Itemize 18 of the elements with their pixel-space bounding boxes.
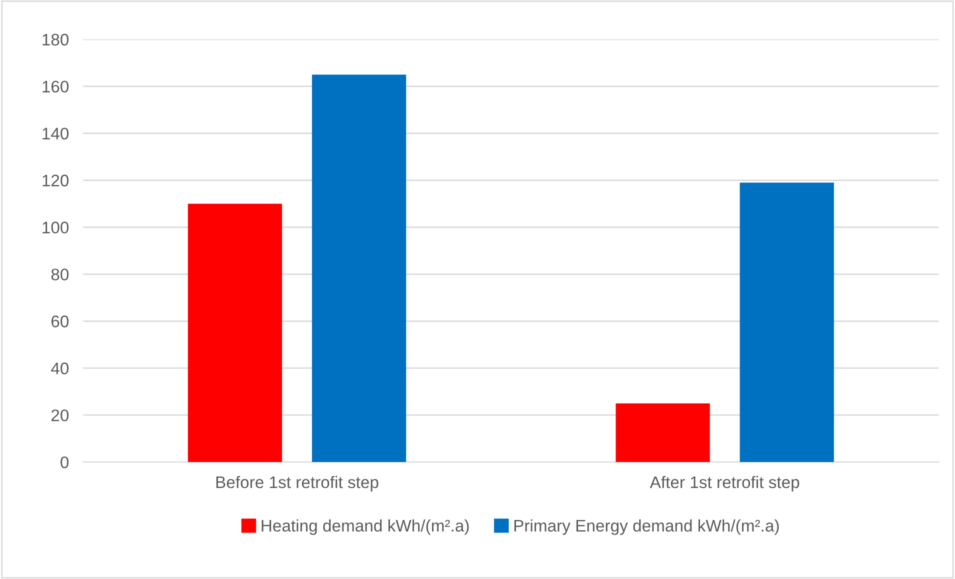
y-tick-label: 60 <box>52 316 69 328</box>
y-tick-label: 140 <box>42 128 69 140</box>
y-tick-label: 180 <box>42 34 69 46</box>
y-tick-label: 100 <box>42 222 69 234</box>
y-tick-label: 160 <box>42 80 69 93</box>
y-tick-label: 80 <box>51 268 69 280</box>
legend-label: Heating demand kWh/(m².a) <box>262 519 469 535</box>
x-tick-label: Before 1st retrofit step <box>216 476 378 492</box>
y-tick-label: 0 <box>60 456 69 468</box>
y-tick-label: 120 <box>42 174 69 186</box>
bar <box>312 74 406 462</box>
bar <box>616 403 710 462</box>
bar <box>188 204 282 462</box>
y-tick-label: 20 <box>52 409 69 422</box>
legend-label: Primary Energy demand kWh/(m².a) <box>514 519 779 535</box>
y-tick-label: 40 <box>51 362 69 374</box>
bar <box>740 182 834 462</box>
x-tick-label: After 1st retrofit step <box>650 476 800 492</box>
